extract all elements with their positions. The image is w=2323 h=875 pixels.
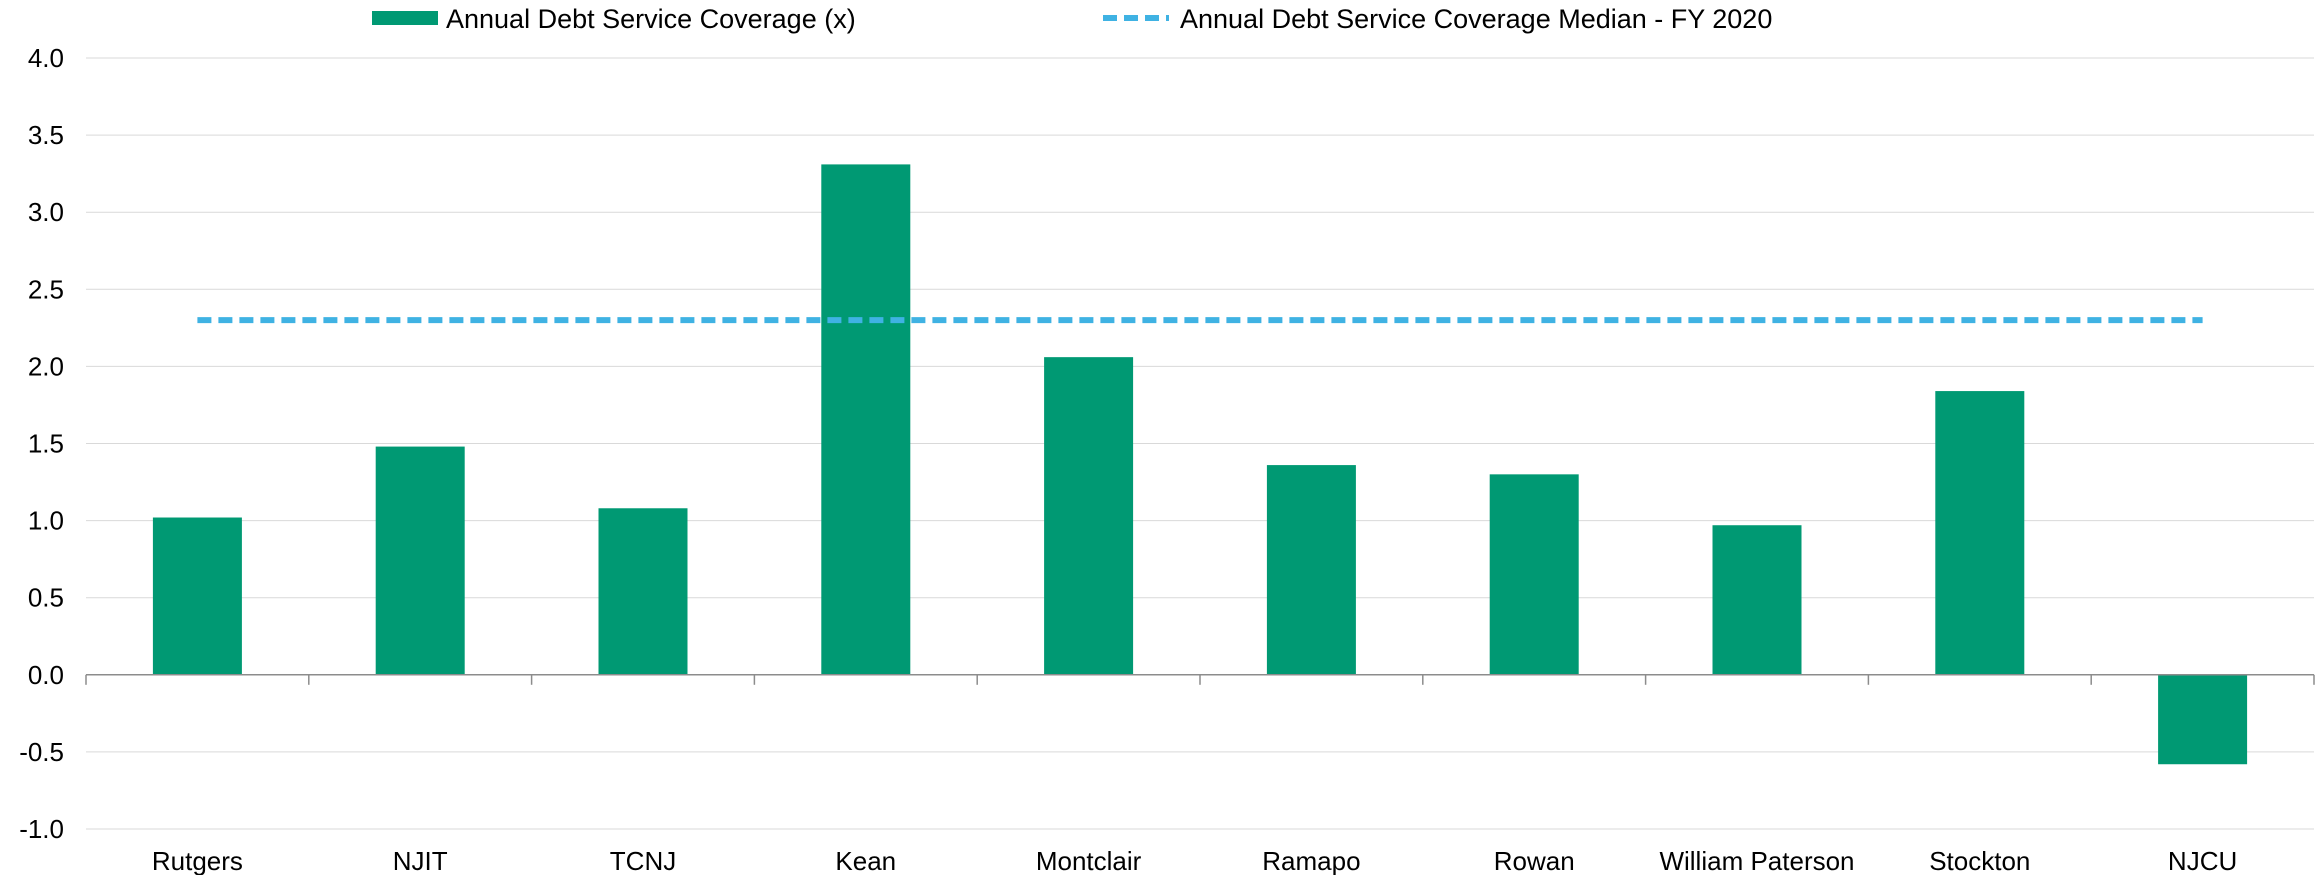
bar-rowan	[1489, 474, 1579, 675]
x-tick-label: NJIT	[393, 846, 448, 875]
bars	[152, 164, 2248, 765]
x-axis-category-labels: Rutgers NJIT TCNJ Kean Montclair Ramapo Rowan W…	[152, 846, 2237, 875]
y-tick-label: 2.5	[28, 274, 64, 304]
x-tick-label: NJCU	[2168, 846, 2237, 875]
gridlines	[86, 57, 2314, 830]
x-tick-label: Ramapo	[1262, 846, 1360, 875]
bar-njit	[375, 446, 465, 675]
x-tick-label: Rutgers	[152, 846, 243, 875]
x-tick-label: Rowan	[1494, 846, 1575, 875]
legend-label-coverage: Annual Debt Service Coverage (x)	[446, 4, 856, 34]
x-tick-label: William Paterson	[1659, 846, 1854, 875]
bar-montclair	[1044, 357, 1134, 675]
x-axis	[85, 674, 2315, 685]
y-tick-label: 0.5	[28, 583, 64, 613]
legend-label-median: Annual Debt Service Coverage Median - FY…	[1180, 4, 1772, 34]
bar-njcu	[2158, 674, 2248, 765]
y-tick-label: -0.5	[19, 737, 64, 767]
bar-kean	[821, 164, 911, 675]
x-tick-label: Kean	[835, 846, 896, 875]
x-tick-label: TCNJ	[610, 846, 676, 875]
bar-rutgers	[152, 517, 242, 675]
y-tick-label: 2.0	[28, 351, 64, 381]
bar-ramapo	[1266, 465, 1356, 675]
y-tick-label: -1.0	[19, 814, 64, 844]
bar-william-paterson	[1712, 525, 1802, 675]
y-tick-label: 1.5	[28, 429, 64, 459]
y-axis-tick-labels: 4.0 3.5 3.0 2.5 2.0 1.5 1.0 0.5 0.0 -0.5 -1.0	[19, 43, 64, 844]
x-tick-label: Montclair	[1036, 846, 1142, 875]
y-tick-label: 3.5	[28, 120, 64, 150]
legend-swatch-coverage	[372, 11, 438, 25]
legend: Annual Debt Service Coverage (x) Annual …	[372, 4, 1772, 34]
y-tick-label: 3.0	[28, 197, 64, 227]
y-tick-label: 4.0	[28, 43, 64, 73]
bar-tcnj	[598, 508, 688, 675]
bar-stockton	[1935, 391, 2025, 675]
x-tick-label: Stockton	[1929, 846, 2030, 875]
y-tick-label: 0.0	[28, 660, 64, 690]
y-tick-label: 1.0	[28, 506, 64, 536]
